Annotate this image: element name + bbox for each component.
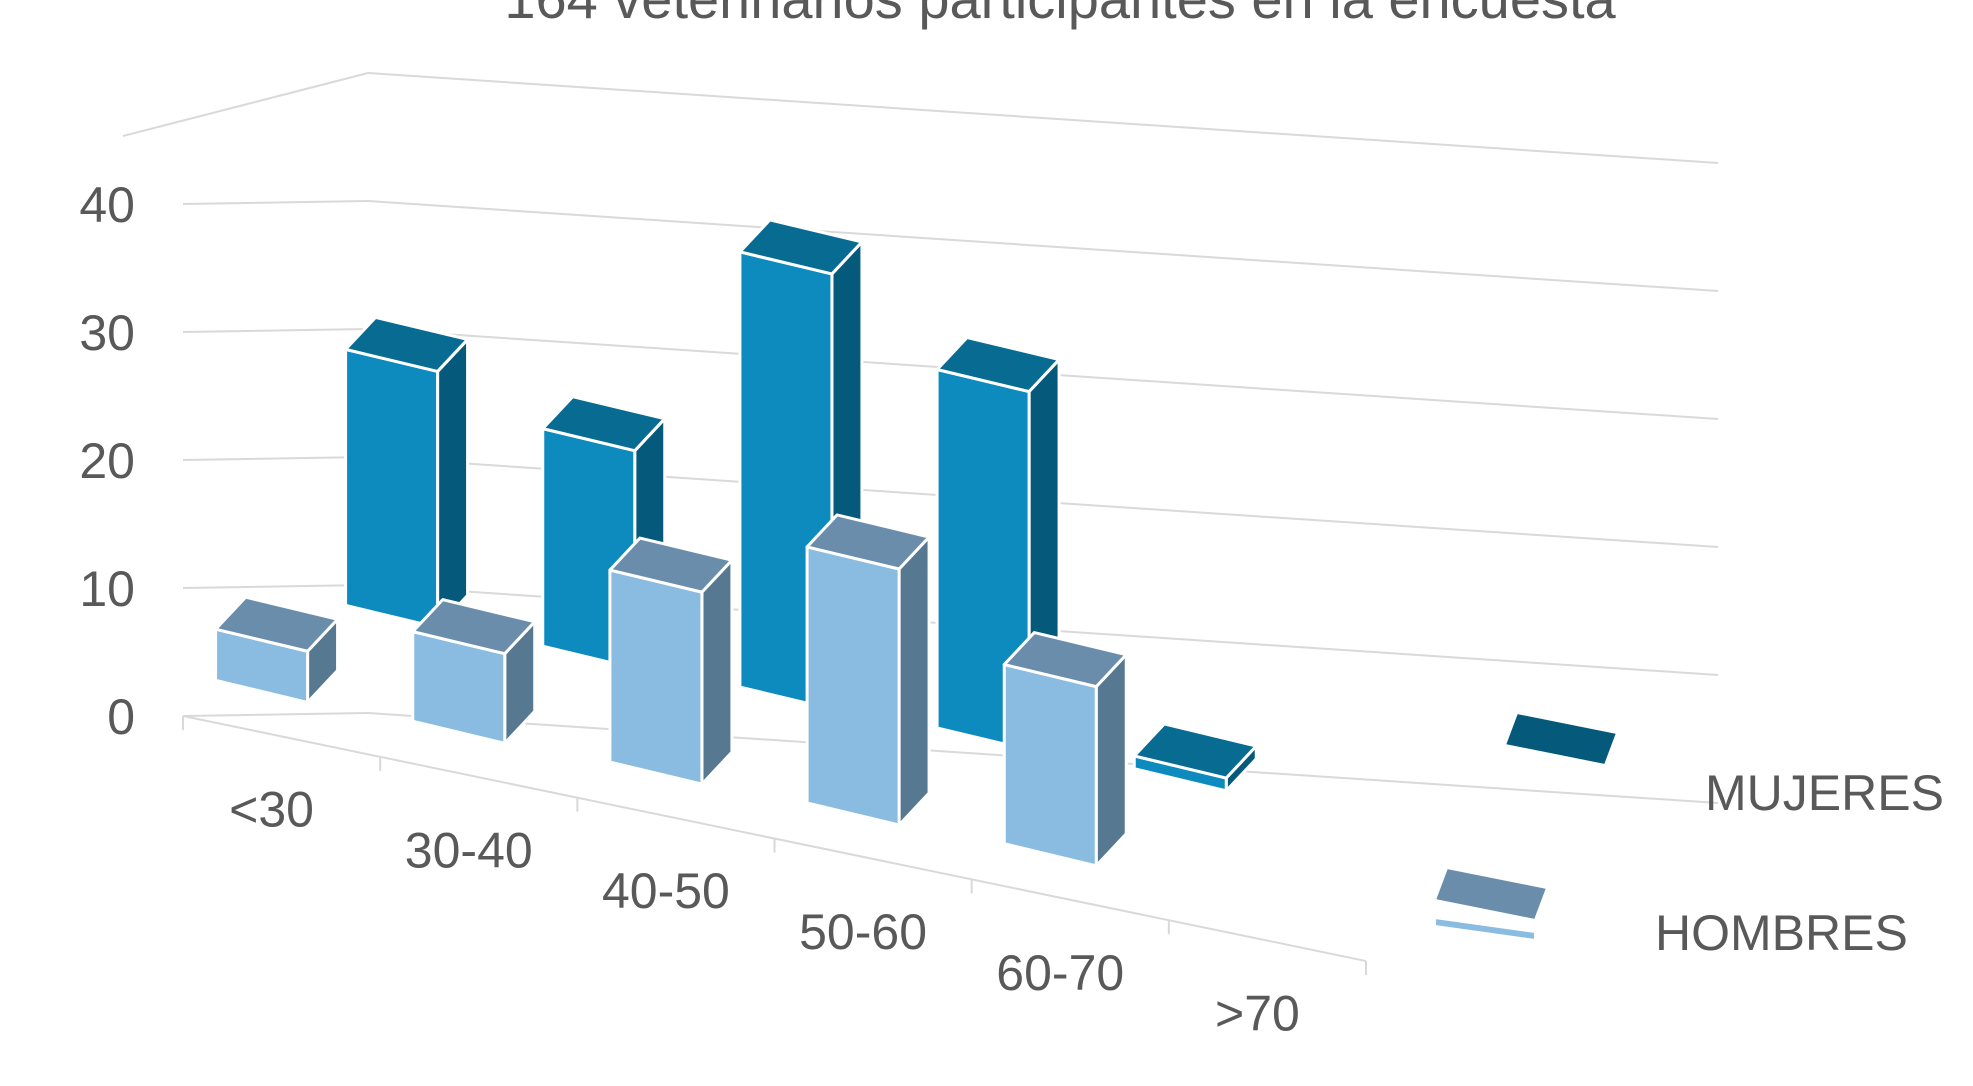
bar-top-face [344,315,470,373]
bar-top-face [1002,631,1128,689]
bar-top-face [935,336,1061,394]
legend-swatch-hombres [1433,866,1549,922]
bar-front-face [805,545,901,827]
bar-front-face [344,347,440,629]
x-tick-label-50-60: 50-60 [799,904,927,960]
x-tick-label-60-70: 60-70 [996,945,1124,1001]
bar-mujeres-lt30 [344,315,470,629]
legend-item-hombres: HOMBRES [1433,866,1908,961]
bar-mujeres-60-70 [1132,722,1258,793]
y-tick-label: 40 [79,177,135,233]
legend-item-mujeres: MUJERES [1503,711,1944,821]
legend-swatch-front [1434,916,1536,942]
bar-hombres-60-70 [1002,631,1128,868]
bar-side-face [700,558,734,786]
bar-top-face [608,536,734,594]
side-wall-gridline [182,584,369,589]
bar-top-face [805,513,931,571]
bar-hombres-lt30 [214,595,340,704]
bars [214,218,1258,868]
x-tick-label-lt30: <30 [229,781,314,837]
legend-swatch-mujeres [1503,711,1619,767]
bar-side-face [436,337,470,629]
bar-top-face [541,395,667,453]
bar-front-face [1002,663,1098,868]
back-wall-gridline [367,200,1719,292]
side-wall-gridline [122,72,369,137]
back-wall-gridline [367,72,1719,164]
axes: 0 10 20 30 40 <30 30-40 40-50 50-60 60-70 >70 [79,177,1367,1042]
legend: MUJERES HOMBRES [1433,711,1944,961]
y-tick-label: 20 [79,433,135,489]
y-tick-label: 30 [79,305,135,361]
bar-side-face [1094,653,1128,868]
y-tick-label: 10 [79,561,135,617]
bar-hombres-30-40 [411,598,537,745]
x-tick-label-30-40: 30-40 [405,822,533,878]
side-wall-gridline [182,328,369,333]
bar-top-face [411,598,537,656]
y-tick-label: 0 [107,689,135,745]
bar-top-face [1132,722,1258,780]
side-wall-gridline [182,200,369,205]
bar-top-face [214,595,340,653]
bar-front-face [608,568,704,786]
bar-top-face [738,218,864,276]
side-wall-gridline [182,456,369,461]
x-tick-label-40-50: 40-50 [602,863,730,919]
bar-hombres-50-60 [805,513,931,827]
bar-hombres-40-50 [608,536,734,786]
side-wall-gridline [182,712,369,717]
chart-title: 164 veterinarios participantes en la enc… [504,0,1616,30]
legend-label-hombres: HOMBRES [1655,905,1908,961]
x-tick-label-gt70: >70 [1215,986,1300,1042]
legend-label-mujeres: MUJERES [1705,765,1944,821]
bar-side-face [897,535,931,827]
